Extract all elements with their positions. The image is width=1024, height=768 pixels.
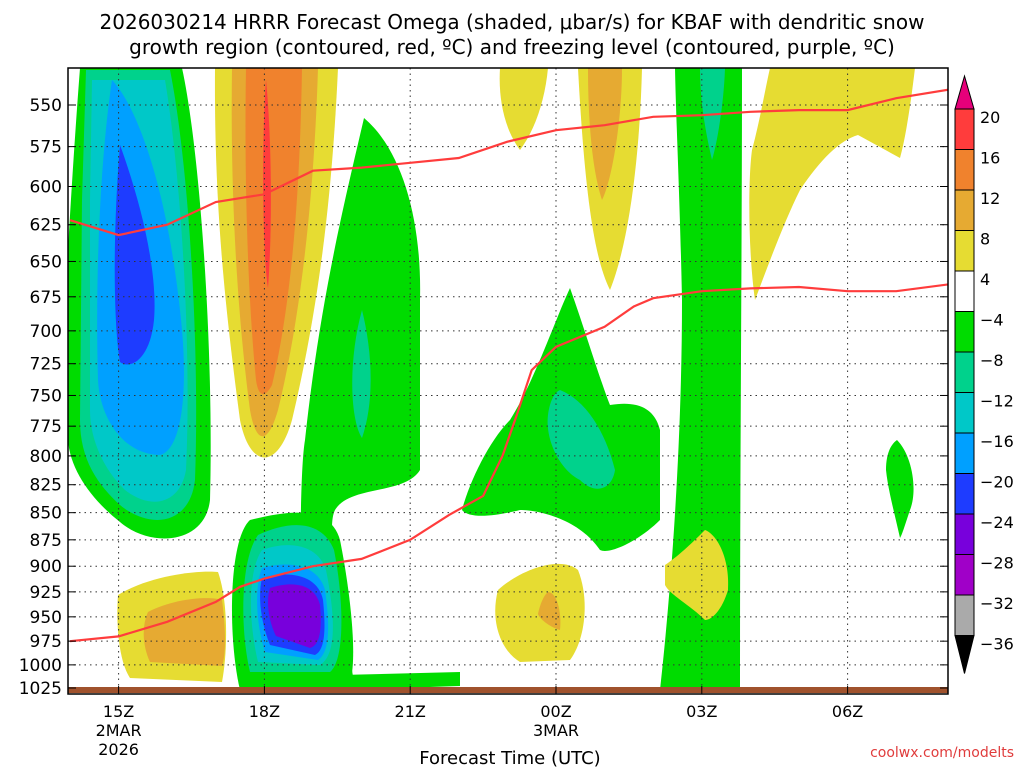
y-tick-label: 600 — [30, 177, 62, 197]
colorbar-swatch — [954, 189, 975, 231]
colorbar-swatch — [954, 108, 975, 150]
colorbar-swatch — [954, 554, 975, 596]
y-tick-label: 650 — [30, 252, 62, 272]
x-tick-label: 15Z — [103, 702, 134, 721]
chart-title-line2: growth region (contoured, red, ºC) and f… — [129, 35, 895, 59]
colorbar-label: 8 — [980, 230, 990, 249]
y-tick-label: 750 — [30, 386, 62, 406]
credit-text: coolwx.com/modelts — [870, 745, 1014, 761]
colorbar: 20 16 12 8 4 −4 −8 −12 −16 −20 −24 −28 −32 −36 — [954, 74, 1014, 674]
x-tick-year: 2026 — [98, 740, 139, 759]
x-tick-date: 2MAR — [96, 721, 142, 740]
plot-frame — [67, 67, 949, 695]
x-tick-label: 21Z — [395, 702, 426, 721]
colorbar-label: −16 — [980, 432, 1014, 451]
colorbar-swatch — [954, 513, 975, 555]
x-axis-label: Forecast Time (UTC) — [419, 748, 600, 768]
colorbar-label: 12 — [980, 189, 1000, 208]
chart-title-line1: 2026030214 HRRR Forecast Omega (shaded, … — [100, 10, 925, 34]
y-axis: 550 575 600 625 650 675 700 725 750 775 800 825 850 8… — [19, 96, 948, 699]
colorbar-swatch — [954, 594, 975, 636]
x-tick-label: 18Z — [249, 702, 280, 721]
omega-region-plus4 — [749, 68, 915, 300]
colorbar-label: −4 — [980, 311, 1004, 330]
y-tick-label: 825 — [30, 476, 62, 496]
dgz-contours — [69, 88, 948, 643]
y-tick-label: 625 — [30, 216, 62, 236]
ground-band — [68, 687, 948, 693]
colorbar-swatch — [954, 311, 975, 353]
omega-region-minus8 — [352, 310, 371, 438]
y-tick-label: 1000 — [19, 656, 62, 676]
y-tick-label: 1025 — [19, 679, 62, 699]
colorbar-label: −28 — [980, 554, 1014, 573]
colorbar-swatch — [954, 230, 975, 272]
colorbar-label: −36 — [980, 635, 1014, 654]
omega-region-plus8 — [538, 592, 561, 630]
colorbar-swatch — [954, 149, 975, 191]
colorbar-bottom-arrow — [954, 635, 975, 674]
x-tick-label: 06Z — [832, 702, 863, 721]
colorbar-swatch — [954, 392, 975, 434]
y-tick-label: 950 — [30, 608, 62, 628]
y-tick-label: 875 — [30, 531, 62, 551]
x-tick-date: 3MAR — [533, 721, 579, 740]
y-tick-label: 725 — [30, 355, 62, 375]
omega-region-minus4 — [886, 440, 914, 538]
omega-region-plus8 — [143, 598, 225, 666]
omega-region-minus8 — [547, 390, 615, 489]
colorbar-label: −12 — [980, 392, 1014, 411]
y-tick-label: 975 — [30, 632, 62, 652]
colorbar-label: −8 — [980, 351, 1004, 370]
omega-region-plus16 — [263, 80, 271, 288]
y-tick-label: 550 — [30, 96, 62, 116]
y-tick-label: 900 — [30, 557, 62, 577]
y-tick-label: 675 — [30, 288, 62, 308]
omega-region-minus4 — [660, 68, 742, 690]
omega-region-plus4 — [499, 68, 548, 150]
dgz-contour-line — [69, 283, 948, 643]
omega-region-plus12 — [245, 68, 302, 395]
y-tick-label: 700 — [30, 322, 62, 342]
colorbar-top-arrow — [954, 74, 975, 110]
colorbar-swatch — [954, 432, 975, 474]
colorbar-swatch — [954, 351, 975, 393]
y-tick-label: 800 — [30, 447, 62, 467]
y-tick-label: 575 — [30, 138, 62, 158]
x-tick-label: 03Z — [686, 702, 717, 721]
x-tick-label: 00Z — [540, 702, 571, 721]
omega-region-minus4 — [340, 672, 460, 690]
colorbar-label: 4 — [980, 270, 990, 289]
omega-region-plus4 — [665, 530, 729, 620]
colorbar-swatch — [954, 270, 975, 312]
y-tick-label: 850 — [30, 504, 62, 524]
omega-shading — [68, 68, 915, 690]
omega-region-minus20 — [114, 145, 155, 365]
colorbar-label: 20 — [980, 108, 1000, 127]
omega-region-minus24 — [268, 584, 321, 648]
colorbar-label: −24 — [980, 513, 1014, 532]
colorbar-label: 16 — [980, 149, 1000, 168]
colorbar-label: −20 — [980, 473, 1014, 492]
dgz-contour-line — [69, 88, 948, 237]
colorbar-swatch — [954, 473, 975, 515]
colorbar-label: −32 — [980, 594, 1014, 613]
y-tick-label: 775 — [30, 417, 62, 437]
y-tick-label: 925 — [30, 583, 62, 603]
omega-region-plus8 — [588, 68, 622, 200]
